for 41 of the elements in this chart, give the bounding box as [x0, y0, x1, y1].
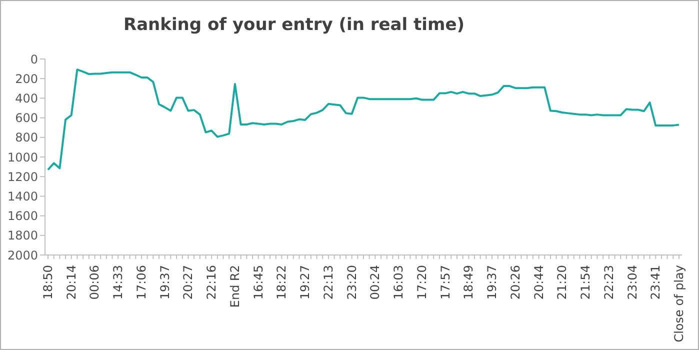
y-tick-label: 1800 — [7, 228, 38, 243]
x-tick-label: 19:27 — [298, 265, 312, 300]
x-tick-label: 14:33 — [111, 265, 126, 300]
x-tick-label: 23:41 — [648, 265, 663, 300]
x-tick-label: 16:03 — [392, 265, 406, 300]
x-tick-label: 18:22 — [274, 265, 289, 300]
x-tick-label: 21:54 — [578, 265, 593, 300]
x-tick-label: 21:20 — [555, 265, 570, 300]
y-tick-label: 400 — [15, 91, 38, 106]
x-tick-label: 22:13 — [321, 265, 336, 300]
y-tick-label: 1600 — [7, 209, 38, 224]
x-tick-label: 20:27 — [181, 265, 196, 300]
line-series — [47, 68, 680, 171]
y-tick-label: 600 — [15, 111, 38, 126]
y-tick-label: 800 — [15, 130, 38, 145]
x-tick-label: 18:50 — [41, 265, 55, 300]
x-tick-label: 22:23 — [602, 265, 616, 300]
x-tick-label: 19:37 — [158, 265, 172, 300]
x-tick-label: 23:20 — [344, 265, 359, 300]
y-tick-label: 2000 — [7, 248, 38, 262]
x-tick-label: 17:20 — [414, 265, 429, 300]
x-tick-label: 17:06 — [134, 265, 148, 300]
x-tick-label: 17:57 — [438, 265, 452, 300]
x-tick-label: 16:45 — [251, 265, 266, 300]
x-tick-label: 00:24 — [368, 265, 382, 300]
y-tick-label: 200 — [15, 72, 38, 86]
y-tick-label: 1000 — [7, 150, 38, 164]
x-tick-label: Close of play — [672, 265, 686, 342]
y-tick-label: 1400 — [7, 189, 38, 204]
x-tick-label: 00:06 — [88, 265, 102, 300]
y-tick-label: 0 — [30, 52, 38, 66]
x-tick-label: End R2 — [228, 265, 242, 308]
x-tick-label: 18:49 — [462, 265, 476, 300]
chart-title: Ranking of your entry (in real time) — [122, 15, 466, 35]
y-tick-label: 1200 — [7, 170, 38, 184]
x-tick-label: 19:37 — [485, 265, 500, 300]
x-tick-label: 20:14 — [64, 265, 78, 300]
x-tick-label: 20:26 — [508, 265, 522, 300]
x-tick-label: 20:44 — [532, 265, 546, 300]
x-tick-label: 23:04 — [625, 265, 640, 300]
x-tick-label: 22:16 — [204, 265, 219, 300]
